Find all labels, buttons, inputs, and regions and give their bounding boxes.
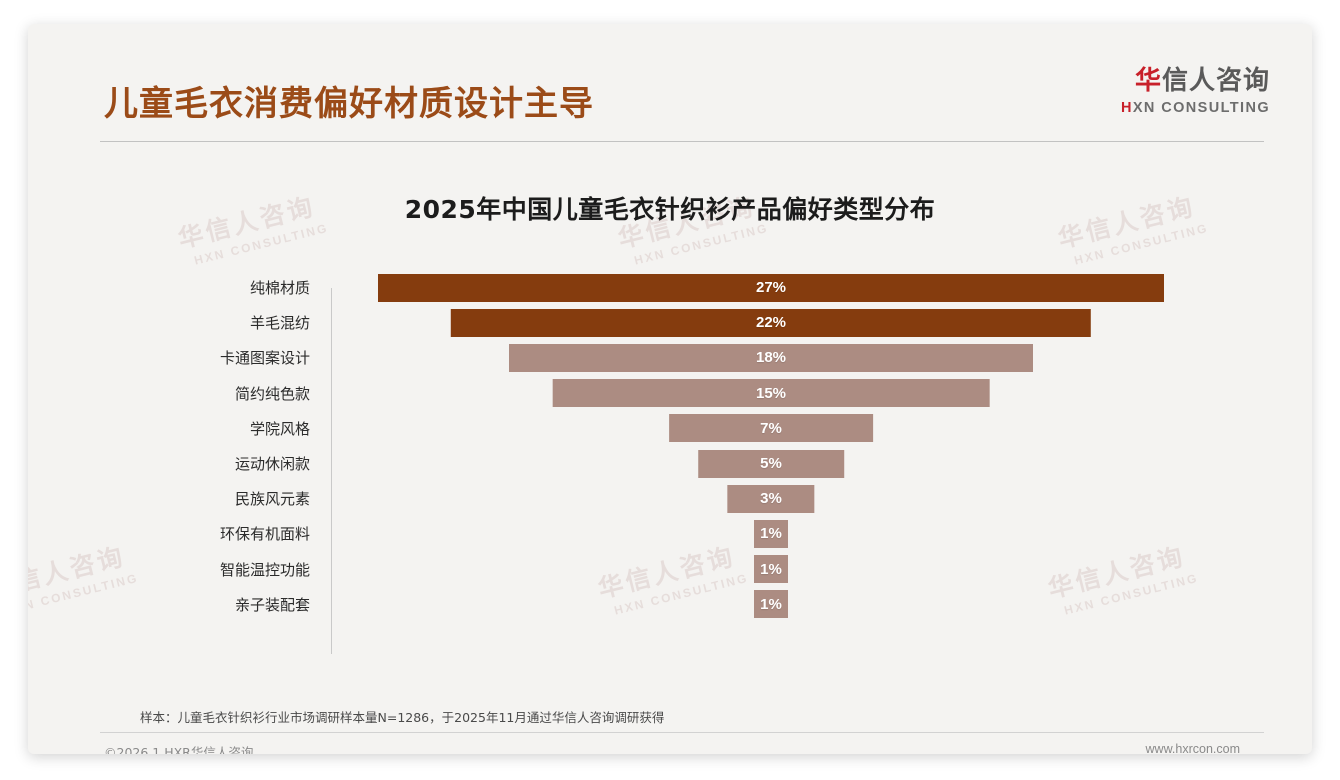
logo-english-mark: H: [1120, 100, 1133, 116]
funnel-bar[interactable]: 27%: [378, 273, 1164, 302]
funnel-bar[interactable]: 15%: [552, 379, 990, 408]
bar-value-label: 15%: [755, 384, 787, 402]
bar-row: 亲子装配套 1%: [138, 587, 1218, 622]
funnel-bar[interactable]: 1%: [754, 555, 788, 584]
funnel-bar[interactable]: 1%: [754, 519, 788, 548]
bar-category-label: 智能温控功能: [219, 560, 310, 579]
watermark-en: HXN CONSULTING: [192, 220, 330, 268]
bar-category-label: 简约纯色款: [234, 384, 310, 403]
funnel-bar[interactable]: 3%: [727, 484, 815, 513]
footer-divider: [100, 732, 1264, 733]
slide-header: 儿童毛衣消费偏好材质设计主导 华信人咨询 HXN CONSULTING: [28, 24, 1312, 140]
bar-value-label: 1%: [760, 525, 782, 543]
bar-track: 1%: [324, 516, 1218, 551]
bar-row: 运动休闲款 5%: [138, 446, 1218, 481]
bar-track: 3%: [324, 481, 1218, 516]
bar-row: 学院风格 7%: [138, 411, 1218, 446]
bar-row: 简约纯色款 15%: [138, 376, 1218, 411]
page-title: 儿童毛衣消费偏好材质设计主导: [104, 84, 594, 124]
funnel-bar[interactable]: 5%: [698, 449, 844, 478]
funnel-bar[interactable]: 18%: [509, 343, 1033, 372]
bar-value-label: 27%: [755, 279, 787, 297]
bar-value-label: 5%: [760, 455, 782, 473]
funnel-chart: 纯棉材质 27% 羊毛混纺 22% 卡通图案设计 18% 简约纯色款 15% 学院风格 7% 运动休…: [138, 270, 1218, 662]
bar-category-label: 运动休闲款: [234, 455, 310, 474]
watermark-en: HXN CONSULTING: [632, 220, 770, 268]
bar-track: 1%: [324, 587, 1218, 622]
bar-track: 1%: [324, 552, 1218, 587]
bar-row: 羊毛混纺 22%: [138, 305, 1218, 340]
bar-row: 智能温控功能 1%: [138, 552, 1218, 587]
bar-category-label: 民族风元素: [234, 490, 310, 509]
bar-value-label: 1%: [760, 560, 782, 578]
bar-value-label: 22%: [755, 314, 787, 332]
bar-category-label: 纯棉材质: [249, 279, 310, 298]
bar-value-label: 3%: [760, 490, 782, 508]
logo-english: HXN CONSULTING: [1121, 100, 1270, 116]
watermark: 华信人咨询 HXN CONSULTING: [28, 535, 140, 620]
copyright-text: ©2026.1 HXR华信人咨询: [104, 745, 254, 754]
bars-container: 纯棉材质 27% 羊毛混纺 22% 卡通图案设计 18% 简约纯色款 15% 学院风格 7% 运动休…: [138, 270, 1218, 622]
bar-track: 27%: [324, 270, 1218, 305]
chart-title: 2025年中国儿童毛衣针织衫产品偏好类型分布: [404, 195, 936, 224]
funnel-bar[interactable]: 7%: [669, 414, 873, 443]
category-axis-line: [331, 288, 332, 654]
header-divider: [100, 141, 1264, 142]
watermark-en: HXN CONSULTING: [1072, 220, 1210, 268]
bar-category-label: 羊毛混纺: [249, 314, 310, 333]
watermark-en: HXN CONSULTING: [28, 570, 140, 618]
logo-chinese-rest: 信人咨询: [1161, 66, 1270, 96]
chart-footnote: 样本：儿童毛衣针织衫行业市场调研样本量N=1286，于2025年11月通过华信人…: [140, 710, 665, 725]
funnel-bar[interactable]: 1%: [754, 590, 788, 619]
bar-category-label: 卡通图案设计: [219, 349, 310, 368]
bar-category-label: 学院风格: [249, 419, 310, 438]
brand-logo: 华信人咨询 HXN CONSULTING: [1121, 60, 1270, 116]
logo-chinese-mark: 华: [1134, 66, 1162, 96]
bar-track: 7%: [324, 411, 1218, 446]
bar-value-label: 1%: [760, 595, 782, 613]
funnel-bar[interactable]: 22%: [450, 308, 1092, 337]
bar-track: 18%: [324, 340, 1218, 375]
logo-chinese: 华信人咨询: [1121, 60, 1270, 97]
bar-category-label: 亲子装配套: [234, 595, 310, 614]
bar-category-label: 环保有机面料: [219, 525, 310, 544]
website-url: www.hxrcon.com: [1145, 742, 1240, 754]
bar-row: 纯棉材质 27%: [138, 270, 1218, 305]
bar-row: 民族风元素 3%: [138, 481, 1218, 516]
bar-row: 环保有机面料 1%: [138, 516, 1218, 551]
bar-row: 卡通图案设计 18%: [138, 340, 1218, 375]
bar-track: 15%: [324, 376, 1218, 411]
slide-canvas: 华信人咨询 HXN CONSULTING 华信人咨询 HXN CONSULTIN…: [28, 24, 1312, 754]
bar-track: 22%: [324, 305, 1218, 340]
logo-english-rest: XN CONSULTING: [1132, 100, 1270, 116]
watermark-cn: 华信人咨询: [28, 541, 129, 604]
bar-track: 5%: [324, 446, 1218, 481]
bar-value-label: 7%: [760, 419, 782, 437]
bar-value-label: 18%: [755, 349, 787, 367]
